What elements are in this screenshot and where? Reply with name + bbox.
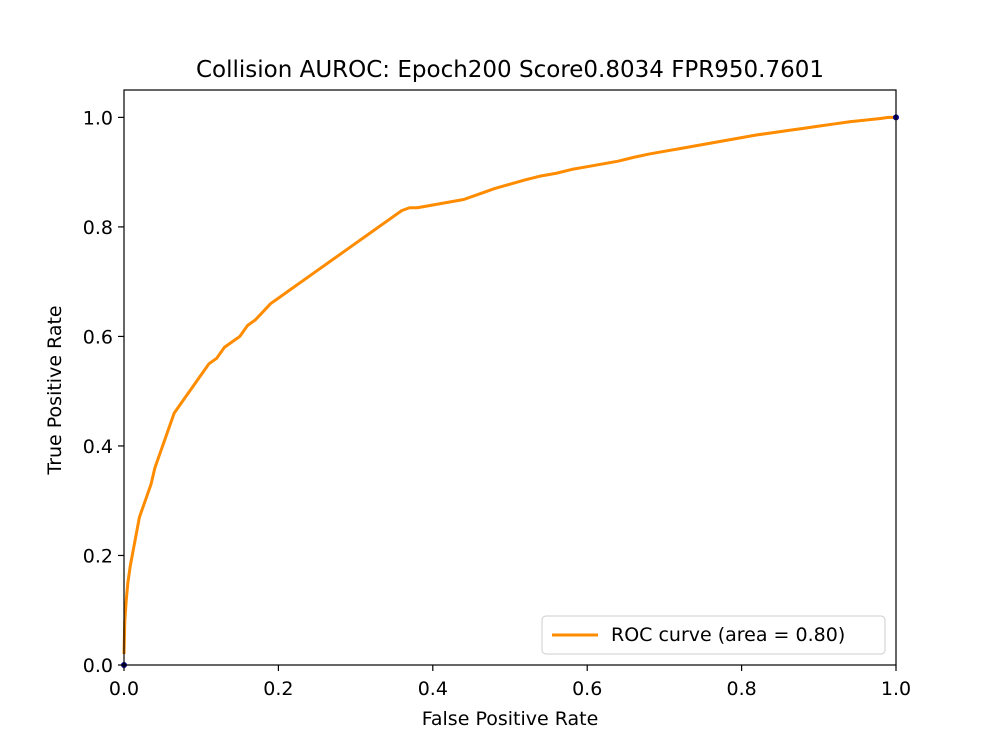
- y-tick-label: 0.6: [83, 326, 113, 348]
- x-tick-label: 0.6: [572, 678, 602, 700]
- y-axis-ticks: 0.0 0.2 0.4 0.6 0.8 1.0: [83, 107, 124, 677]
- x-tick-label: 0.2: [263, 678, 293, 700]
- legend-label: ROC curve (area = 0.80): [611, 624, 845, 646]
- legend-box: [541, 615, 886, 655]
- y-tick-label: 0.2: [83, 545, 113, 567]
- y-tick-label: 0.4: [83, 436, 113, 458]
- y-axis-label: True Positive Rate: [44, 305, 66, 475]
- plot-area: [121, 89, 899, 668]
- x-tick-label: 0.0: [109, 678, 139, 700]
- roc-curve-line: [122, 115, 896, 655]
- x-axis-label: False Positive Rate: [422, 708, 599, 730]
- x-tick-label: 0.4: [418, 678, 448, 700]
- x-axis-ticks: 0.0 0.2 0.4 0.6 0.8 1.0: [109, 665, 911, 700]
- axes-frame: [123, 89, 897, 666]
- x-tick-label: 0.8: [726, 678, 756, 700]
- y-tick-label: 1.0: [83, 107, 113, 129]
- x-tick-label: 1.0: [881, 678, 911, 700]
- y-tick-label: 0.8: [83, 217, 113, 239]
- y-tick-label: 0.0: [83, 655, 113, 677]
- legend: ROC curve (area = 0.80): [541, 615, 886, 655]
- chart-title: Collision AUROC: Epoch200 Score0.8034 FP…: [196, 57, 824, 83]
